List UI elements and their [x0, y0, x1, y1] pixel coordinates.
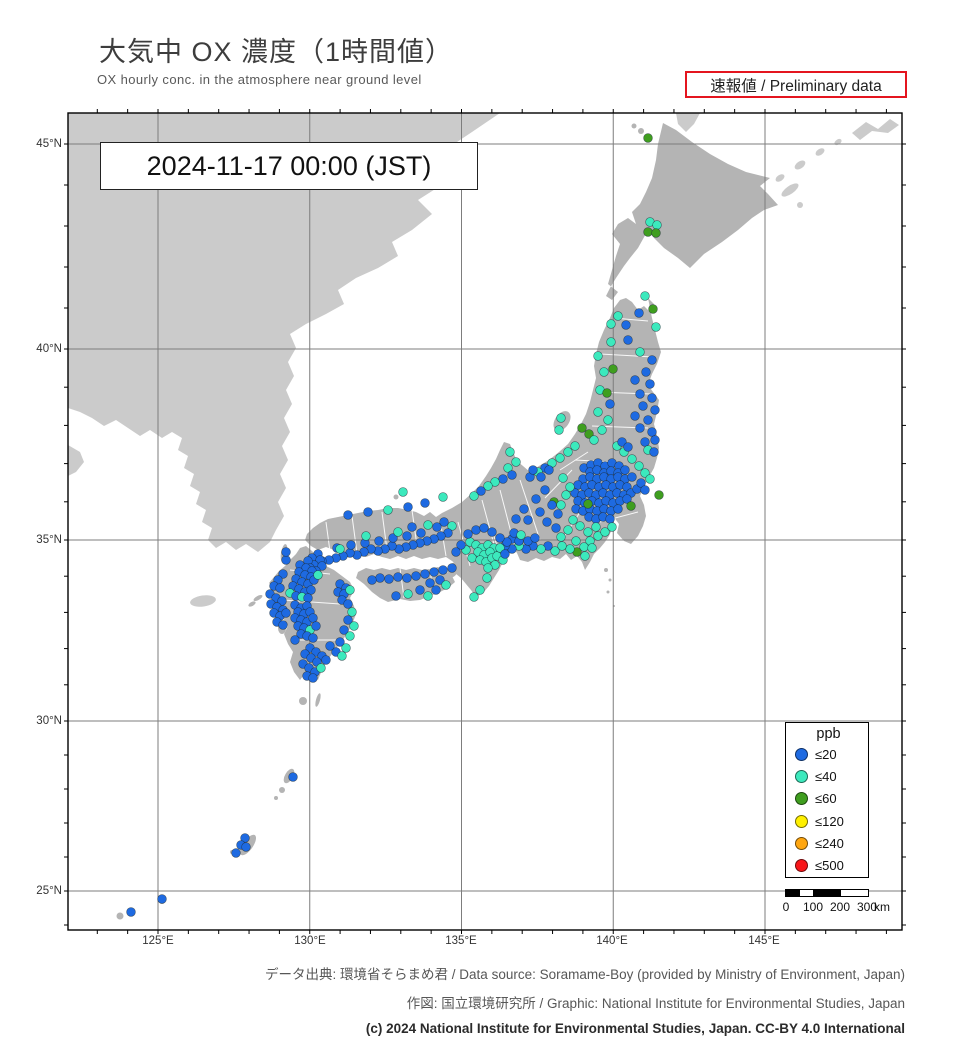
- lat-label-35n: 35°N: [36, 534, 62, 546]
- lon-label-140e: 140°E: [596, 935, 628, 947]
- lon-label-130e: 130°E: [294, 935, 326, 947]
- lat-label-45n: 45°N: [36, 138, 62, 150]
- scale-bar-segments: [785, 889, 869, 897]
- legend-dot-le120: [795, 814, 808, 828]
- legend-title: ppb: [816, 726, 841, 742]
- legend-row: ≤240: [795, 832, 844, 854]
- data-source-credit: データ出典: 環境省そらまめ君 / Data source: Soramame-…: [265, 967, 905, 982]
- copyright-notice: (c) 2024 National Institute for Environm…: [365, 1021, 905, 1036]
- legend-row: ≤120: [795, 810, 844, 832]
- footer: データ出典: 環境省そらまめ君 / Data source: Soramame-…: [265, 963, 905, 1036]
- timestamp-box: 2024-11-17 00:00 (JST): [100, 142, 478, 190]
- legend-dot-le240: [795, 836, 808, 850]
- legend-dot-le60: [795, 792, 808, 806]
- page-subtitle: OX hourly conc. in the atmosphere near g…: [97, 72, 422, 87]
- station-dots: [126, 133, 664, 917]
- scale-label-300: 300: [856, 900, 878, 914]
- scale-label-200: 200: [829, 900, 851, 914]
- graphic-credit: 作図: 国立環境研究所 / Graphic: National Institut…: [406, 996, 905, 1011]
- scale-bar: 0 100 200 300 km: [782, 889, 905, 919]
- lon-label-135e: 135°E: [445, 935, 477, 947]
- legend: ppb ≤20 ≤40 ≤60 ≤120 ≤240 ≤500: [785, 722, 869, 878]
- scale-label-0: 0: [782, 900, 790, 914]
- scale-label-100: 100: [802, 900, 824, 914]
- legend-dot-le20: [795, 747, 808, 761]
- legend-dot-le500: [795, 859, 808, 873]
- map-frame: [67, 112, 903, 931]
- preliminary-data-badge: 速報値 / Preliminary data: [685, 71, 907, 98]
- degree-tick-marks: [64, 109, 906, 934]
- lon-label-145e: 145°E: [748, 935, 780, 947]
- legend-dot-le40: [795, 769, 808, 783]
- lon-label-125e: 125°E: [142, 935, 174, 947]
- page-title: 大気中 OX 濃度（1時間値）: [99, 37, 454, 67]
- lat-label-40n: 40°N: [36, 343, 62, 355]
- scale-unit: km: [874, 900, 890, 914]
- legend-row: ≤40: [795, 765, 837, 787]
- legend-row: ≤500: [795, 855, 844, 877]
- lat-label-25n: 25°N: [36, 885, 62, 897]
- legend-row: ≤60: [795, 788, 837, 810]
- legend-row: ≤20: [795, 743, 837, 765]
- lat-label-30n: 30°N: [36, 715, 62, 727]
